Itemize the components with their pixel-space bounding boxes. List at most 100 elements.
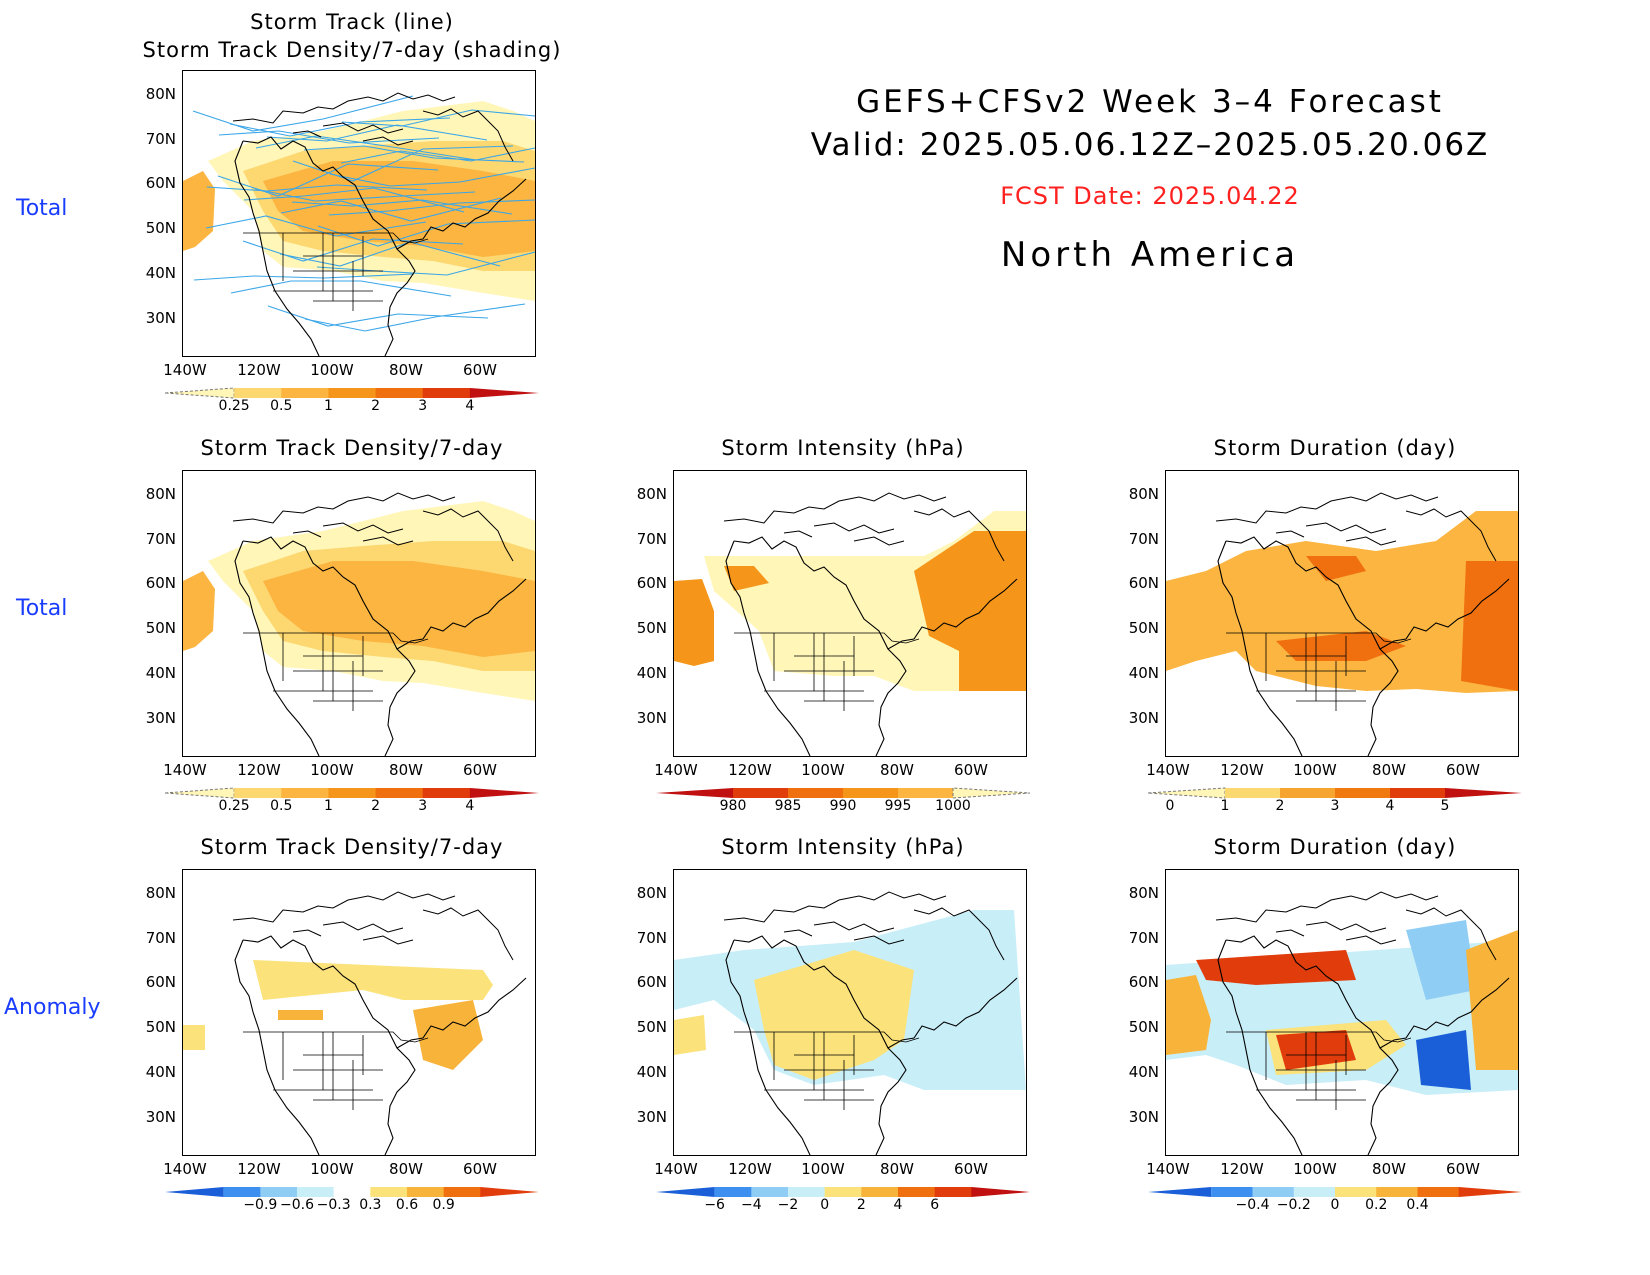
forecast-title: GEFS+CFSv2 Week 3–4 Forecast [856, 84, 1444, 120]
shade-anom-pos2 [413, 1000, 483, 1070]
colorbar-label: 0.25 [218, 398, 250, 414]
colorbar-label: 3 [418, 398, 428, 414]
colorbar-label: 0.6 [395, 1197, 419, 1213]
shade-anom-pos [253, 960, 493, 1000]
lat-tick-label: 40N [1128, 664, 1159, 682]
lat-tick-label: 30N [636, 709, 667, 727]
colorbar-swatch [443, 1187, 481, 1197]
colorbar: 0.25 0.5 1 2 3 4 [162, 385, 542, 421]
lon-tick-label: 60W [1446, 1160, 1480, 1178]
panel-title: Storm Intensity (hPa) [721, 835, 965, 859]
colorbar-swatch [1445, 788, 1522, 798]
lon-tick-label: 100W [1293, 1160, 1337, 1178]
shade-dur-3b [1461, 561, 1518, 691]
lon-tick-label: 60W [954, 1160, 988, 1178]
colorbar-label: 4 [465, 398, 475, 414]
colorbar-graphic [656, 787, 1031, 799]
colorbar-swatch [1390, 788, 1446, 798]
colorbar-label: 5 [1440, 798, 1450, 814]
panel-title: Storm Intensity (hPa) [721, 436, 965, 460]
lat-tick-label: 80N [145, 85, 176, 103]
shade-ianom-pos2 [674, 1015, 706, 1055]
lon-tick-label: 120W [728, 761, 772, 779]
lat-tick-label: 50N [636, 619, 667, 637]
storm-track-line [243, 187, 465, 213]
shade-dur-3c [1276, 631, 1406, 661]
lon-tick-label: 100W [310, 761, 354, 779]
colorbar-swatch [656, 1187, 715, 1197]
shade-danom-ne-neg [1406, 920, 1476, 1000]
map-graphic [183, 492, 535, 756]
colorbar-label: 3 [1330, 798, 1340, 814]
colorbar-label: −6 [704, 1197, 725, 1213]
shade-anom-pos4 [183, 1025, 205, 1050]
map-graphic [183, 891, 527, 1155]
colorbar-graphic [1147, 787, 1522, 799]
lon-tick-label: 80W [389, 361, 423, 379]
lon-tick-label: 140W [654, 1160, 698, 1178]
lat-tick-label: 60N [145, 574, 176, 592]
lat-tick-label: 40N [145, 1063, 176, 1081]
lat-tick-label: 70N [1128, 530, 1159, 548]
colorbar-swatch [328, 388, 377, 398]
lat-tick-label: 70N [145, 929, 176, 947]
row-label-anomaly: Anomaly [4, 995, 101, 1020]
lat-tick-label: 80N [1128, 485, 1159, 503]
lat-tick-label: 30N [145, 309, 176, 327]
lat-tick-label: 40N [145, 264, 176, 282]
lon-tick-label: 60W [463, 1160, 497, 1178]
lon-tick-label: 100W [310, 1160, 354, 1178]
colorbar-swatch [407, 1187, 445, 1197]
colorbar-label: 2 [371, 798, 381, 814]
colorbar: 980 985 990 995 1000 [653, 785, 1033, 821]
colorbar-swatch [281, 388, 329, 398]
lat-tick-label: 70N [145, 130, 176, 148]
colorbar-swatch [788, 1187, 826, 1197]
colorbar-swatch [375, 788, 424, 798]
colorbar-swatch [281, 788, 329, 798]
storm-track-line [341, 109, 535, 127]
colorbar-label: 0.4 [1406, 1197, 1429, 1213]
shade-danom-east-neg [1416, 1030, 1471, 1090]
colorbar-label: 1 [323, 798, 333, 814]
lon-tick-label: 80W [389, 761, 423, 779]
colorbar-label: −0.4 [1235, 1197, 1270, 1213]
colorbar-swatch [788, 788, 844, 798]
row-label-total-2: Total [16, 596, 68, 621]
lon-tick-label: 100W [1293, 761, 1337, 779]
colorbar-graphic [164, 787, 539, 799]
colorbar: 0.25 0.5 1 2 3 4 [162, 785, 542, 821]
lat-tick-label: 60N [145, 973, 176, 991]
lat-tick-label: 50N [145, 219, 176, 237]
colorbar-swatch [733, 788, 789, 798]
shade-ianom-pos [754, 950, 914, 1080]
colorbar-swatch [1225, 788, 1281, 798]
colorbar-swatch [751, 1187, 789, 1197]
lon-tick-label: 60W [463, 761, 497, 779]
storm-track-line [280, 197, 502, 222]
colorbar-label: −0.2 [1276, 1197, 1311, 1213]
storm-track-line [279, 241, 501, 267]
storm-track-line [266, 124, 488, 142]
shade-danom-atl [1466, 930, 1518, 1070]
lon-tick-label: 120W [1220, 761, 1264, 779]
lon-tick-label: 120W [237, 1160, 281, 1178]
colorbar-swatch [1211, 1187, 1253, 1197]
colorbar-swatch [934, 1187, 972, 1197]
storm-track-line [192, 95, 414, 132]
storm-track-line [255, 135, 477, 161]
panel-title: Storm Track Density/7-day [200, 436, 504, 460]
colorbar-label: 1 [323, 398, 333, 414]
storm-track-line [206, 184, 428, 192]
panel-subtitle: Storm Track Density/7-day (shading) [142, 38, 562, 62]
panel-title: Storm Duration (day) [1213, 436, 1457, 460]
lat-tick-label: 40N [145, 664, 176, 682]
colorbar-label: 0 [1165, 798, 1175, 814]
lon-tick-label: 140W [1146, 1160, 1190, 1178]
lon-tick-label: 100W [801, 1160, 845, 1178]
lon-tick-label: 140W [163, 361, 207, 379]
map-graphic [1166, 492, 1518, 756]
colorbar-label: −0.3 [316, 1197, 351, 1213]
lat-tick-label: 40N [636, 664, 667, 682]
colorbar-swatch [422, 788, 471, 798]
